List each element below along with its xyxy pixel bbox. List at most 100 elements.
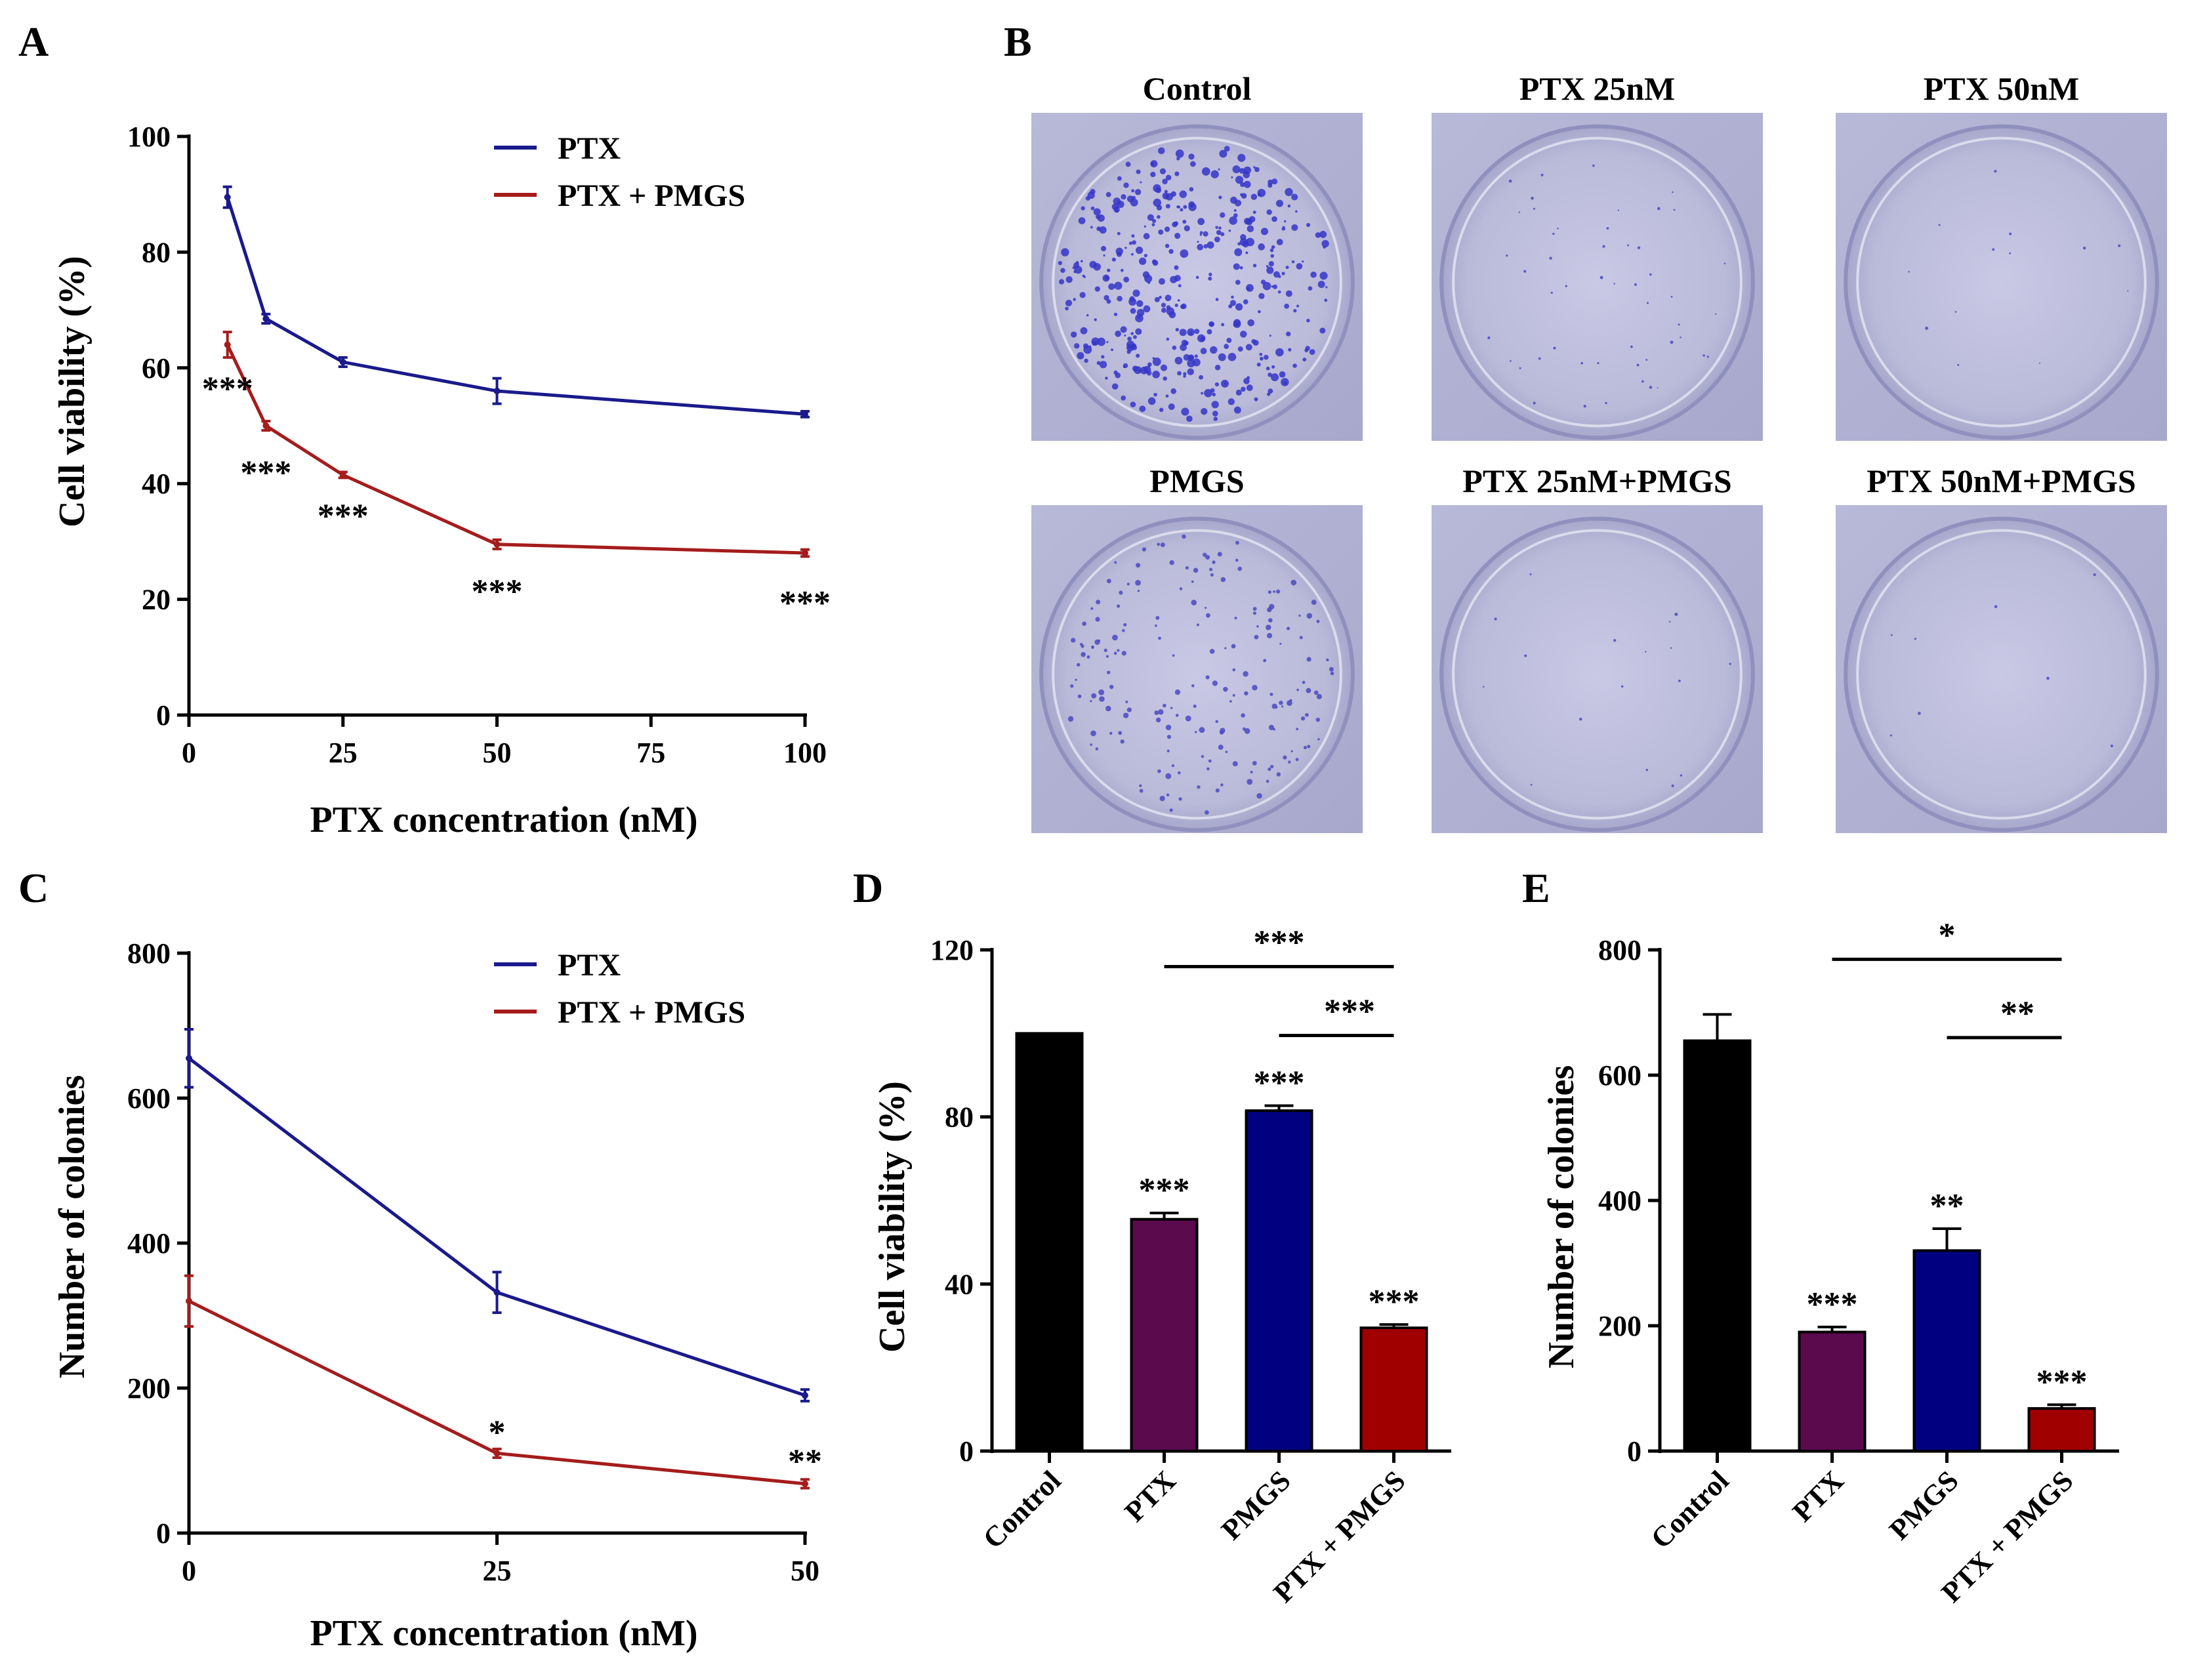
colony <box>1195 276 1199 279</box>
colony <box>1592 164 1595 167</box>
colony <box>1243 378 1250 384</box>
colony <box>1253 166 1256 169</box>
x-tick-label: 25 <box>483 1555 512 1587</box>
y-tick-label: 40 <box>142 468 171 500</box>
colony <box>1134 189 1142 195</box>
x-tick-label: Control <box>1645 1464 1735 1555</box>
colony <box>1137 590 1140 592</box>
colony <box>1232 693 1235 697</box>
colony <box>1197 241 1199 243</box>
colony <box>1233 406 1241 414</box>
y-tick-label: 200 <box>127 1372 171 1404</box>
colony <box>1153 392 1157 397</box>
colony <box>1158 229 1164 235</box>
colony <box>1142 271 1150 278</box>
colony <box>1671 784 1674 788</box>
colony <box>1183 375 1186 378</box>
colony <box>1124 334 1126 337</box>
colony <box>1178 771 1181 775</box>
panel-c-line-chart: Number of colonies PTX concentration (nM… <box>52 937 822 1654</box>
colony <box>1957 363 1960 366</box>
colony <box>1193 567 1199 573</box>
colony <box>1284 220 1287 223</box>
colony <box>1133 335 1137 339</box>
colony <box>1281 272 1285 276</box>
colony <box>1706 356 1709 358</box>
culture-well <box>1039 124 1355 440</box>
photo-label-control: Control <box>1143 70 1252 107</box>
colony <box>1171 764 1175 768</box>
colony <box>1229 300 1237 306</box>
colony <box>1131 189 1135 193</box>
colony <box>1180 304 1186 310</box>
culture-well <box>1844 124 2159 440</box>
colony <box>1257 310 1261 314</box>
colony <box>2110 745 2113 748</box>
colony <box>1275 348 1284 357</box>
panel-letter-b: B <box>1004 18 1032 65</box>
colony <box>1077 694 1082 699</box>
colony <box>1244 691 1249 696</box>
colony <box>1177 371 1182 376</box>
colony <box>1142 547 1147 552</box>
colony <box>1271 703 1277 709</box>
colony <box>1159 796 1165 802</box>
colony <box>1058 279 1065 285</box>
colony <box>1107 670 1111 674</box>
colony <box>1247 376 1250 380</box>
colony <box>1131 234 1135 238</box>
colony <box>1103 254 1105 257</box>
bar-control <box>1015 1032 1084 1453</box>
colony <box>1268 179 1273 185</box>
colony <box>1121 194 1126 200</box>
colony <box>1154 297 1160 302</box>
colony <box>1157 215 1161 219</box>
colony <box>1218 168 1220 171</box>
colony <box>1096 600 1101 605</box>
colony <box>1246 283 1254 292</box>
colony <box>1120 326 1127 333</box>
colony <box>1115 372 1121 379</box>
bar-pmgs <box>1245 1109 1313 1453</box>
colony <box>1065 306 1069 311</box>
colony <box>1938 224 1941 226</box>
colony <box>1247 319 1254 327</box>
colony <box>1242 727 1247 731</box>
colony <box>1111 383 1119 390</box>
colony <box>1136 300 1144 308</box>
panel-a-line-chart: Cell viability (%) PTX concentration (nM… <box>52 121 831 840</box>
colony <box>1228 352 1237 361</box>
colony <box>1203 231 1208 237</box>
colony <box>1158 278 1165 285</box>
colony <box>1197 785 1201 789</box>
colony <box>1290 579 1297 586</box>
colony <box>1889 734 1892 737</box>
photo-label-ptx-25nm: PTX 25nM <box>1519 70 1676 107</box>
significance-marker: *** <box>318 498 369 535</box>
colony <box>1305 346 1310 351</box>
colony <box>1205 675 1210 680</box>
colony <box>1194 354 1198 358</box>
colony <box>1254 167 1260 173</box>
significance-marker: *** <box>202 371 253 408</box>
colony <box>1117 201 1125 208</box>
colony <box>1292 363 1297 368</box>
colony <box>1058 260 1062 266</box>
colony <box>1182 534 1186 539</box>
colony <box>1306 687 1311 693</box>
colony <box>1172 654 1175 657</box>
series-line-ptx <box>188 1057 806 1397</box>
y-tick-label: 40 <box>945 1268 974 1300</box>
colony <box>1226 337 1232 343</box>
colony <box>1319 327 1326 334</box>
x-tick-label: 0 <box>182 737 196 769</box>
colony <box>1228 229 1231 232</box>
panel-c-y-axis-title: Number of colonies <box>52 1075 93 1379</box>
colony <box>1104 295 1109 301</box>
colony <box>1326 658 1329 662</box>
colony <box>1191 600 1197 605</box>
colony <box>1147 362 1152 367</box>
colony <box>1670 340 1674 344</box>
colony <box>1302 260 1304 263</box>
colony <box>1210 170 1219 178</box>
